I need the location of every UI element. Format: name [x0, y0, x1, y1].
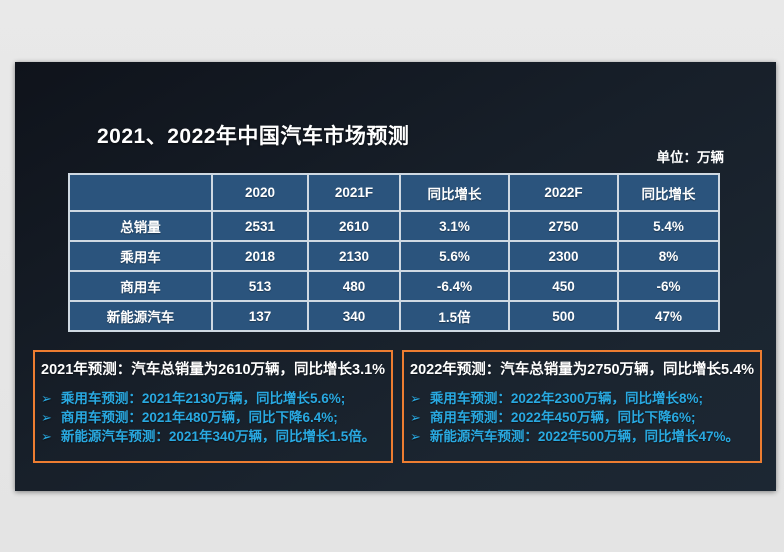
forecast-2021-box: 2021年预测：汽车总销量为2610万辆，同比增长3.1% ➢ 乘用车预测：20…	[33, 350, 393, 463]
table-cell: 1.5倍	[399, 300, 510, 332]
forecast-2022-bullets: ➢ 乘用车预测：2022年2300万辆，同比增长8%; ➢ 商用车预测：2022…	[404, 389, 760, 446]
table-cell: 2018	[211, 240, 309, 272]
table-row: 商用车 513 480 -6.4% 450 -6%	[68, 270, 720, 302]
table-header-cell: 2022F	[508, 173, 619, 212]
table-cell: 5.6%	[399, 240, 510, 272]
slide-title: 2021、2022年中国汽车市场预测	[97, 125, 410, 148]
table-cell: 8%	[617, 240, 720, 272]
table-header-row: 2020 2021F 同比增长 2022F 同比增长	[68, 173, 720, 212]
table-header-cell: 同比增长	[617, 173, 720, 212]
arrow-bullet-icon: ➢	[41, 410, 52, 425]
arrow-bullet-icon: ➢	[41, 391, 52, 406]
arrow-bullet-icon: ➢	[410, 410, 421, 425]
table-cell: 2610	[307, 210, 401, 242]
forecast-2021-title: 2021年预测：汽车总销量为2610万辆，同比增长3.1%	[41, 362, 386, 378]
slide: 2021、2022年中国汽车市场预测 单位：万辆 2020 2021F 同比增长…	[15, 62, 776, 491]
table-cell: 480	[307, 270, 401, 302]
bullet-item: ➢ 新能源汽车预测：2022年500万辆，同比增长47%。	[410, 427, 760, 446]
table-cell: 2750	[508, 210, 619, 242]
table-cell: 450	[508, 270, 619, 302]
row-label-cell: 新能源汽车	[68, 300, 213, 332]
row-label-cell: 乘用车	[68, 240, 213, 272]
table-cell: 3.1%	[399, 210, 510, 242]
bullet-text: 乘用车预测：2021年2130万辆，同比增长5.6%;	[60, 391, 346, 406]
table-row: 新能源汽车 137 340 1.5倍 500 47%	[68, 300, 720, 332]
table-header-cell: 同比增长	[399, 173, 510, 212]
bullet-text: 商用车预测：2022年450万辆，同比下降6%;	[429, 410, 696, 425]
bullet-text: 乘用车预测：2022年2300万辆，同比增长8%;	[429, 391, 703, 406]
row-label-cell: 总销量	[68, 210, 213, 242]
forecast-2022-title: 2022年预测：汽车总销量为2750万辆，同比增长5.4%	[410, 362, 755, 378]
table-row: 乘用车 2018 2130 5.6% 2300 8%	[68, 240, 720, 272]
arrow-bullet-icon: ➢	[410, 429, 421, 444]
table-row: 总销量 2531 2610 3.1% 2750 5.4%	[68, 210, 720, 242]
forecast-2021-bullets: ➢ 乘用车预测：2021年2130万辆，同比增长5.6%; ➢ 商用车预测：20…	[35, 389, 391, 446]
table-cell: 137	[211, 300, 309, 332]
bullet-item: ➢ 乘用车预测：2021年2130万辆，同比增长5.6%;	[41, 389, 391, 408]
bullet-item: ➢ 乘用车预测：2022年2300万辆，同比增长8%;	[410, 389, 760, 408]
table-cell: 47%	[617, 300, 720, 332]
table-cell: 340	[307, 300, 401, 332]
arrow-bullet-icon: ➢	[41, 429, 52, 444]
unit-label: 单位：万辆	[656, 150, 725, 165]
bullet-item: ➢ 商用车预测：2022年450万辆，同比下降6%;	[410, 408, 760, 427]
table-cell: 2130	[307, 240, 401, 272]
table-cell: -6%	[617, 270, 720, 302]
bullet-text: 新能源汽车预测：2022年500万辆，同比增长47%。	[429, 429, 739, 444]
row-label-cell: 商用车	[68, 270, 213, 302]
table-header-cell: 2020	[211, 173, 309, 212]
arrow-bullet-icon: ➢	[410, 391, 421, 406]
bullet-item: ➢ 新能源汽车预测：2021年340万辆，同比增长1.5倍。	[41, 427, 391, 446]
bullet-text: 商用车预测：2021年480万辆，同比下降6.4%;	[60, 410, 338, 425]
forecast-table: 2020 2021F 同比增长 2022F 同比增长 总销量 2531 2610…	[68, 173, 720, 332]
table-cell: 5.4%	[617, 210, 720, 242]
table-cell: 2300	[508, 240, 619, 272]
table-cell: 2531	[211, 210, 309, 242]
table-cell: 500	[508, 300, 619, 332]
table-cell: 513	[211, 270, 309, 302]
bullet-item: ➢ 商用车预测：2021年480万辆，同比下降6.4%;	[41, 408, 391, 427]
table-header-cell	[68, 173, 213, 212]
bullet-text: 新能源汽车预测：2021年340万辆，同比增长1.5倍。	[60, 429, 376, 444]
forecast-2022-box: 2022年预测：汽车总销量为2750万辆，同比增长5.4% ➢ 乘用车预测：20…	[402, 350, 762, 463]
table-header-cell: 2021F	[307, 173, 401, 212]
table-cell: -6.4%	[399, 270, 510, 302]
